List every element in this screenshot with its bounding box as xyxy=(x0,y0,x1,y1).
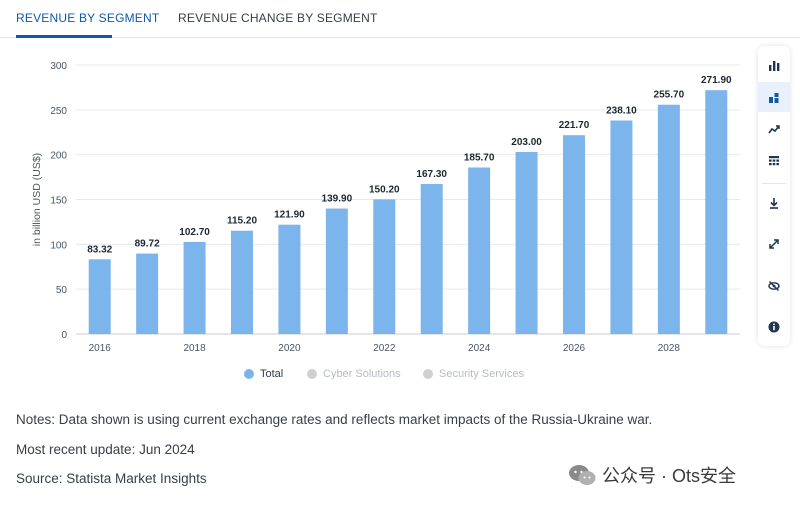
bar[interactable] xyxy=(373,199,396,334)
info-icon xyxy=(768,321,780,333)
legend-label-cyber-solutions: Cyber Solutions xyxy=(323,368,401,380)
legend-dot-cyber-solutions xyxy=(307,369,317,379)
hide-icon xyxy=(768,281,780,291)
bar[interactable] xyxy=(420,183,443,334)
y-axis-label: in billion USD (US$) xyxy=(31,153,43,246)
data-label: 121.90 xyxy=(274,210,305,221)
legend-label-security-services: Security Services xyxy=(439,368,524,380)
download-icon xyxy=(770,198,778,209)
y-tick-label: 150 xyxy=(50,196,67,207)
bar-chart-button[interactable] xyxy=(758,50,790,80)
wechat-icon xyxy=(569,465,596,485)
most-recent-update: Most recent update: Jun 2024 xyxy=(16,442,195,457)
bar[interactable] xyxy=(325,208,348,334)
data-source[interactable]: Source: Statista Market Insights xyxy=(16,471,207,486)
data-label: 203.00 xyxy=(511,137,542,148)
data-label: 102.70 xyxy=(179,227,210,238)
legend-item-security-services[interactable]: Security Services xyxy=(423,368,524,380)
tab-revenue-change-by-segment[interactable]: REVENUE CHANGE BY SEGMENT xyxy=(178,11,378,25)
x-tick-label: 2022 xyxy=(373,343,396,354)
hide-button[interactable] xyxy=(758,271,790,301)
data-label: 185.70 xyxy=(464,152,495,163)
bar[interactable] xyxy=(231,230,253,334)
data-label: 255.70 xyxy=(654,90,685,101)
info-button[interactable] xyxy=(758,312,790,342)
chart-toolbar xyxy=(758,46,790,346)
bar[interactable] xyxy=(515,151,538,334)
stacked-bar-button[interactable] xyxy=(758,82,790,112)
y-tick-label: 0 xyxy=(61,330,67,341)
x-tick-label: 2020 xyxy=(278,343,301,354)
x-tick-label: 2016 xyxy=(89,343,112,354)
bar[interactable] xyxy=(563,135,585,334)
tab-revenue-by-segment[interactable]: REVENUE BY SEGMENT xyxy=(16,11,160,25)
data-label: 238.10 xyxy=(606,106,637,117)
expand-icon xyxy=(769,239,779,249)
revenue-bar-chart: 0 50 100 150 200 250 300 in billion USD (US$) 83… xyxy=(31,61,740,354)
data-label: 150.20 xyxy=(369,184,400,195)
data-label: 271.90 xyxy=(701,75,732,86)
expand-button[interactable] xyxy=(758,229,790,259)
bar-chart-icon xyxy=(769,61,780,71)
download-button[interactable] xyxy=(758,188,790,218)
data-label: 167.30 xyxy=(416,169,447,180)
wechat-watermark: 公众号 · Ots安全 xyxy=(568,462,736,488)
y-tick-label: 250 xyxy=(50,106,67,117)
legend-item-cyber-solutions[interactable]: Cyber Solutions xyxy=(307,368,401,380)
y-tick-label: 50 xyxy=(56,285,68,296)
chart-area: 0 50 100 150 200 250 300 in billion USD (US$) 83… xyxy=(0,40,750,390)
bar[interactable] xyxy=(657,104,680,334)
x-tick-label: 2018 xyxy=(183,343,206,354)
stacked-bar-icon xyxy=(769,93,779,103)
chart-notes: Notes: Data shown is using current excha… xyxy=(16,412,653,427)
active-tab-indicator xyxy=(16,35,112,38)
x-tick-label: 2028 xyxy=(658,343,681,354)
data-label: 89.72 xyxy=(135,239,160,250)
bar[interactable] xyxy=(88,259,111,334)
legend-item-total[interactable]: Total xyxy=(244,368,283,380)
y-tick-label: 300 xyxy=(50,61,67,72)
y-tick-label: 100 xyxy=(50,240,67,251)
bar[interactable] xyxy=(610,120,633,335)
legend-dot-total xyxy=(244,369,254,379)
x-tick-label: 2024 xyxy=(468,343,491,354)
trend-line-icon xyxy=(768,125,780,134)
watermark-text: 公众号 · Ots安全 xyxy=(602,466,736,486)
data-label: 83.32 xyxy=(87,244,112,255)
segment-tabs: REVENUE BY SEGMENT REVENUE CHANGE BY SEG… xyxy=(0,0,800,38)
data-label: 139.90 xyxy=(322,194,353,205)
table-view-button[interactable] xyxy=(758,146,790,176)
bar[interactable] xyxy=(183,241,206,334)
legend-label-total: Total xyxy=(260,368,284,380)
bar[interactable] xyxy=(278,224,301,334)
bar[interactable] xyxy=(705,90,728,334)
bar[interactable] xyxy=(136,253,159,334)
toolbar-divider xyxy=(762,183,786,184)
data-label: 221.70 xyxy=(559,120,590,131)
x-tick-label: 2026 xyxy=(563,343,586,354)
legend-dot-security-services xyxy=(423,369,433,379)
data-label: 115.20 xyxy=(227,216,257,227)
y-tick-label: 200 xyxy=(50,151,67,162)
trend-line-button[interactable] xyxy=(758,114,790,144)
table-icon xyxy=(769,156,779,166)
bar[interactable] xyxy=(468,167,491,334)
